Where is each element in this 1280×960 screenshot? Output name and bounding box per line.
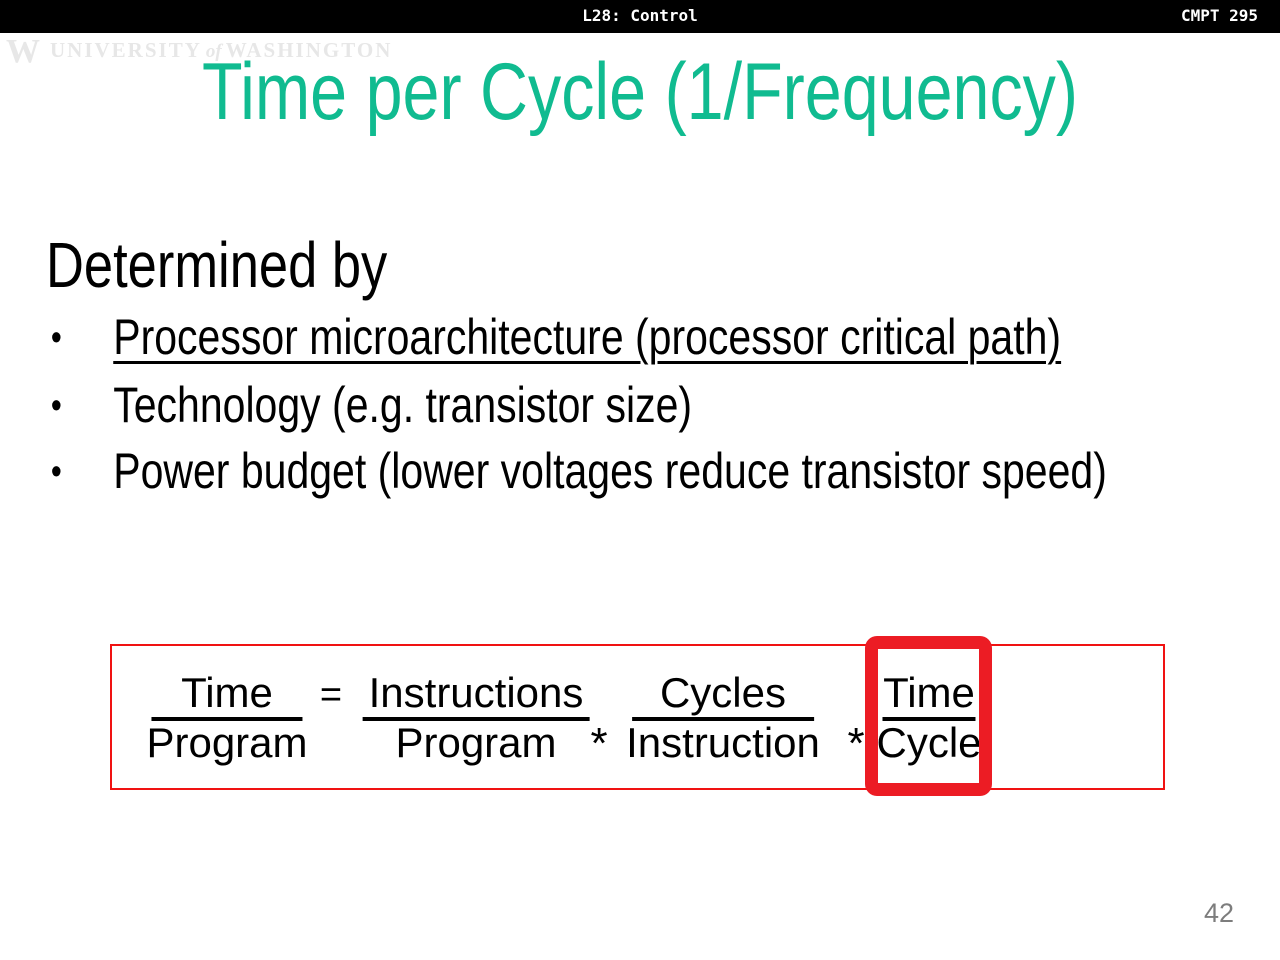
list-item: • Processor microarchitecture (processor…: [46, 312, 1210, 362]
slide-header-bar: L28: Control CMPT 295: [0, 0, 1280, 33]
course-code-text: CMPT 295: [1180, 6, 1258, 25]
multiply-operator: *: [590, 719, 608, 768]
fraction-numerator: Time: [151, 672, 303, 721]
bullet-text-microarchitecture: Processor microarchitecture (processor c…: [113, 309, 1062, 365]
multiply-operator: *: [847, 719, 865, 768]
section-heading: Determined by: [46, 229, 388, 301]
fraction-time-per-program: Time Program: [146, 672, 307, 764]
fraction-numerator: Time: [882, 672, 976, 721]
fraction-denominator: Program: [146, 719, 308, 766]
bullet-text-power-budget: Power budget (lower voltages reduce tran…: [113, 443, 1107, 499]
watermark-university-word: UNIVERSITY: [50, 38, 202, 62]
fraction-cycles-per-instruction: Cycles Instruction: [626, 672, 820, 764]
bullet-text-technology: Technology (e.g. transistor size): [113, 377, 693, 433]
fraction-time-per-cycle: Time Cycle: [876, 672, 981, 764]
page-number: 42: [1203, 898, 1234, 928]
watermark-of-word: of: [205, 41, 222, 62]
list-item: • Power budget (lower voltages reduce tr…: [46, 446, 1210, 496]
formula-box: [110, 644, 1165, 790]
fraction-denominator: Instruction: [626, 719, 820, 766]
lecture-title-text: L28: Control: [582, 6, 698, 25]
fraction-instructions-per-program: Instructions Program: [362, 672, 590, 766]
bullet-dot-icon: •: [50, 385, 62, 427]
university-watermark: W UNIVERSITY of WASHINGTON: [6, 33, 392, 71]
fraction-denominator: Cycle: [876, 719, 982, 766]
watermark-washington-word: WASHINGTON: [225, 38, 393, 62]
fraction-numerator: Instructions: [362, 672, 590, 721]
list-item: • Technology (e.g. transistor size): [46, 380, 1210, 430]
university-w-logo-icon: W: [6, 33, 40, 70]
equals-operator: =: [319, 674, 343, 716]
fraction-numerator: Cycles: [631, 672, 815, 721]
slide-title: Time per Cycle (1/Frequency): [201, 47, 1079, 137]
bullet-dot-icon: •: [50, 451, 62, 493]
bullet-dot-icon: •: [50, 317, 62, 359]
fraction-denominator: Program: [395, 719, 557, 766]
